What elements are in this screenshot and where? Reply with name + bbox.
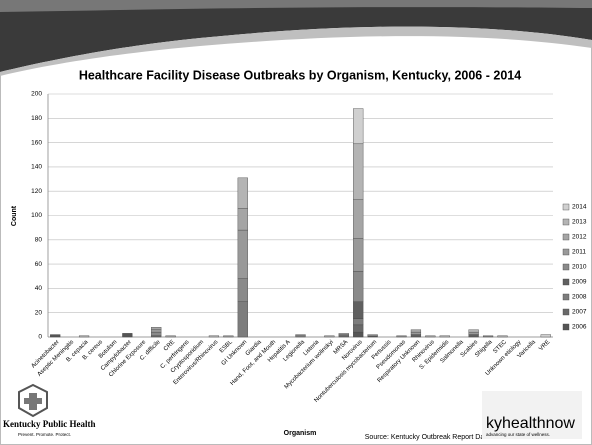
legend-label: 2006 bbox=[572, 324, 587, 331]
bar-segment bbox=[367, 334, 378, 336]
y-tick-label: 160 bbox=[31, 139, 42, 146]
header-top bbox=[0, 0, 592, 12]
source-note: Source: Kentucky Outbreak Report Databas… bbox=[365, 434, 506, 441]
legend-label: 2007 bbox=[572, 309, 587, 316]
legend-swatch bbox=[562, 233, 570, 241]
legend-swatch bbox=[562, 278, 570, 286]
bar-segment bbox=[237, 208, 248, 231]
bar-segment bbox=[410, 331, 422, 335]
y-tick-label: 0 bbox=[38, 334, 42, 341]
y-axis-label: Count bbox=[11, 205, 18, 226]
legend-label: 2014 bbox=[572, 204, 587, 211]
legend-swatch bbox=[562, 293, 570, 301]
bar-segment bbox=[540, 334, 551, 338]
bar-segment bbox=[223, 335, 234, 338]
bar-segment bbox=[353, 108, 364, 145]
bar-segment bbox=[237, 229, 248, 279]
bar-segment bbox=[353, 318, 364, 326]
bar-segment bbox=[482, 335, 494, 338]
bar-segment bbox=[353, 324, 364, 333]
bar-segment bbox=[497, 335, 508, 338]
chart-title: Healthcare Facility Disease Outbreaks by… bbox=[79, 68, 521, 82]
logo-cross bbox=[24, 393, 42, 410]
y-tick-label: 200 bbox=[31, 91, 42, 98]
logo-text: Kentucky Public Health bbox=[3, 419, 96, 429]
header-swoosh bbox=[0, 0, 592, 72]
bar-segment bbox=[151, 329, 162, 333]
logo-text: kyhealthnow bbox=[486, 415, 575, 432]
bar-segment bbox=[151, 327, 162, 330]
x-axis-label: Organism bbox=[284, 430, 317, 437]
y-tick-label: 20 bbox=[35, 309, 43, 316]
logo-tagline: advancing our state of wellness. bbox=[486, 432, 550, 437]
y-tick-label: 40 bbox=[35, 285, 43, 292]
bar-segment bbox=[468, 334, 479, 338]
legend-label: 2012 bbox=[572, 234, 587, 241]
bar-segment bbox=[122, 333, 133, 338]
bar-segment bbox=[353, 238, 364, 272]
bar-segment bbox=[353, 199, 364, 239]
header-band bbox=[0, 26, 592, 76]
legend-label: 2011 bbox=[572, 249, 586, 256]
bar-segment bbox=[468, 329, 479, 333]
bar-segment bbox=[208, 335, 220, 338]
bar-segment bbox=[353, 301, 364, 319]
right-logo: kyhealthnow advancing our state of welln… bbox=[482, 391, 582, 439]
bar-segment bbox=[50, 334, 61, 338]
bar-segment bbox=[353, 143, 364, 200]
y-tick-label: 180 bbox=[31, 115, 42, 122]
logo-tagline: Prevent. Promote. Protect. bbox=[18, 432, 71, 437]
left-logo: Kentucky Public Health Prevent. Promote.… bbox=[3, 383, 96, 437]
bar-segment bbox=[425, 335, 436, 338]
logo-box bbox=[482, 391, 582, 439]
y-tick-label: 60 bbox=[35, 261, 43, 268]
legend-swatch bbox=[562, 308, 570, 316]
bar-segment bbox=[151, 331, 162, 336]
y-tick-label: 140 bbox=[31, 164, 42, 171]
bar-segment bbox=[237, 278, 248, 302]
bar-segment bbox=[324, 335, 335, 338]
bar-segment bbox=[396, 335, 407, 338]
bar-segment bbox=[468, 331, 479, 335]
legend-swatch bbox=[562, 263, 570, 271]
bar-segment bbox=[295, 334, 306, 336]
bar-segment bbox=[237, 301, 248, 338]
legend-label: 2009 bbox=[572, 279, 587, 286]
legend-swatch bbox=[562, 203, 570, 211]
legend-swatch bbox=[562, 218, 570, 226]
y-tick-label: 120 bbox=[31, 188, 42, 195]
bar-segment bbox=[165, 335, 176, 338]
bar-segment bbox=[353, 271, 364, 302]
y-tick-label: 100 bbox=[31, 212, 42, 219]
bar-segment bbox=[410, 329, 422, 333]
legend-label: 2008 bbox=[572, 294, 587, 301]
legend-label: 2010 bbox=[572, 264, 587, 271]
bar-segment bbox=[237, 177, 248, 209]
bar-segment bbox=[78, 335, 90, 338]
legend-label: 2013 bbox=[572, 219, 587, 226]
bar-segment bbox=[439, 335, 450, 338]
legend-swatch bbox=[562, 248, 570, 256]
legend-swatch bbox=[562, 323, 570, 331]
y-tick-label: 80 bbox=[35, 237, 43, 244]
bar-segment bbox=[410, 334, 422, 338]
bar-segment bbox=[353, 331, 364, 338]
bar-segment bbox=[338, 333, 349, 335]
